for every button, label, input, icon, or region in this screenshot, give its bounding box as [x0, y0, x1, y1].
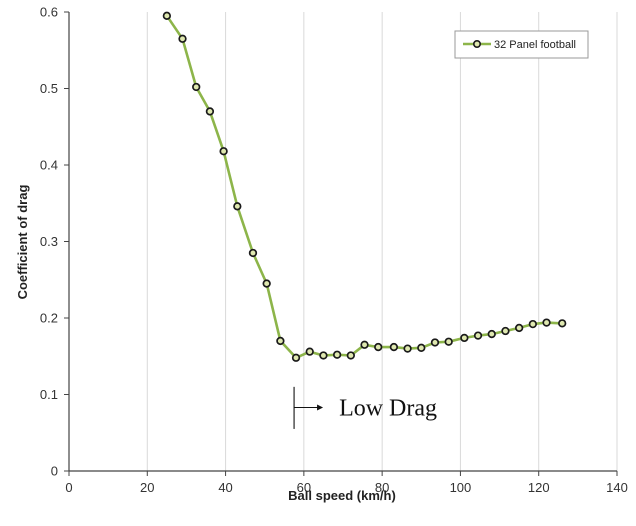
- data-point: [403, 344, 412, 353]
- data-point: [205, 107, 215, 116]
- annotation-text: Low Drag: [339, 396, 437, 422]
- x-tick-label: 20: [140, 480, 154, 495]
- data-point: [162, 11, 172, 20]
- data-point: [305, 347, 314, 356]
- data-point: [514, 323, 524, 333]
- data-point: [528, 319, 537, 329]
- y-tick-labels: 0 0.1 0.2 0.3 0.4 0.5 0.6: [40, 5, 58, 479]
- data-point: [501, 326, 510, 336]
- data-point: [248, 248, 258, 258]
- x-tick-label: 80: [375, 480, 389, 495]
- y-tick-label: 0.6: [40, 5, 58, 20]
- y-axis-label: Coefficient of drag: [15, 185, 30, 300]
- data-point: [332, 350, 342, 359]
- data-point: [192, 82, 201, 92]
- low-drag-annotation: Low Drag: [293, 386, 437, 429]
- data-point: [262, 279, 271, 288]
- annotation-arrow-head: [317, 404, 324, 411]
- data-point: [319, 351, 328, 360]
- x-tick-labels: 0 20 40 60 80 100 120 140: [65, 480, 627, 495]
- y-tick-label: 0.1: [40, 387, 58, 402]
- data-point: [374, 342, 383, 352]
- data-point: [360, 340, 369, 349]
- data-point: [346, 351, 355, 360]
- axes: [64, 11, 618, 476]
- data-point: [178, 34, 187, 43]
- data-point: [558, 319, 567, 328]
- x-tick-label: 0: [65, 480, 72, 495]
- y-tick-label: 0.3: [40, 234, 58, 249]
- x-tick-label: 140: [606, 480, 628, 495]
- y-tick-label: 0.4: [40, 158, 58, 173]
- y-tick-label: 0.2: [40, 311, 58, 326]
- x-tick-label: 100: [450, 480, 472, 495]
- data-point: [487, 329, 496, 339]
- legend-entry-label: 32 Panel football: [494, 39, 576, 51]
- data-point: [460, 333, 469, 343]
- data-point: [542, 318, 551, 327]
- series-32-panel: [162, 11, 567, 362]
- legend-marker-swatch: [472, 39, 481, 48]
- grid-lines: [146, 12, 618, 471]
- series-line: [165, 15, 563, 360]
- data-point: [291, 353, 301, 362]
- data-point: [473, 331, 483, 340]
- x-tick-label: 60: [297, 480, 311, 495]
- x-tick-label: 120: [528, 480, 550, 495]
- x-tick-label: 40: [218, 480, 232, 495]
- data-point: [389, 342, 399, 352]
- data-point: [276, 336, 285, 346]
- legend: 32 Panel football: [454, 30, 589, 59]
- y-tick-label: 0.5: [40, 81, 58, 96]
- data-point: [417, 343, 426, 352]
- data-point: [444, 337, 453, 346]
- data-point: [430, 338, 440, 347]
- x-axis-label: Ball speed (km/h): [288, 488, 396, 503]
- data-point: [233, 202, 242, 211]
- data-point: [219, 147, 228, 156]
- y-tick-label: 0: [51, 464, 58, 479]
